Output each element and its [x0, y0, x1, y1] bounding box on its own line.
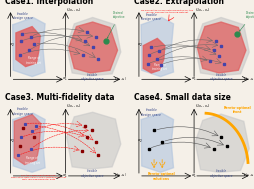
Text: $x_1$: $x_1$	[190, 172, 196, 180]
Text: $f_2(x_1,x_2)$: $f_2(x_1,x_2)$	[114, 75, 127, 83]
Text: feasible
objective space: feasible objective space	[81, 73, 104, 81]
Text: Range of
training set: Range of training set	[25, 156, 39, 165]
Text: Range of
training set: Range of training set	[151, 63, 166, 71]
Polygon shape	[140, 113, 173, 172]
Text: feasible
objective space: feasible objective space	[209, 169, 231, 178]
Text: Pareto-optimal
front: Pareto-optimal front	[223, 106, 250, 114]
Text: $x_2$: $x_2$	[137, 41, 142, 49]
Text: $f_2(x_1,x_2)$: $f_2(x_1,x_2)$	[114, 172, 127, 179]
Text: feasible
design space: feasible design space	[141, 13, 161, 21]
Text: $f_2(x_1,x_2)$: $f_2(x_1,x_2)$	[242, 75, 254, 83]
Text: Case1. Interpolation: Case1. Interpolation	[5, 0, 93, 6]
Text: No guarantee of accurate prediction for the
(x1,x2) beyond the training dataset: No guarantee of accurate prediction for …	[140, 9, 192, 12]
Polygon shape	[14, 115, 41, 165]
Text: For the same input variables,
simulation data often shows systematic offset
with: For the same input variables, simulation…	[11, 175, 66, 180]
Polygon shape	[67, 112, 120, 169]
Polygon shape	[194, 114, 248, 172]
Text: $x_2$: $x_2$	[9, 41, 15, 49]
Polygon shape	[194, 18, 248, 76]
Text: feasible
objective space: feasible objective space	[209, 73, 231, 81]
Text: $x_1$: $x_1$	[62, 172, 68, 180]
Polygon shape	[197, 22, 245, 73]
Text: Desired
objective: Desired objective	[239, 11, 254, 31]
Text: feasible
design space: feasible design space	[13, 12, 33, 20]
Polygon shape	[143, 38, 164, 73]
Text: feasible
design space: feasible design space	[141, 108, 161, 117]
Text: Pareto-optimal
solutions: Pareto-optimal solutions	[147, 172, 175, 180]
Polygon shape	[140, 18, 173, 77]
Text: feasible
design space: feasible design space	[13, 107, 33, 116]
Text: $f_1(x_1,x_2)$: $f_1(x_1,x_2)$	[66, 6, 81, 14]
Text: $x_2$: $x_2$	[137, 138, 142, 145]
Polygon shape	[16, 27, 40, 67]
Text: Case4. Small data size: Case4. Small data size	[133, 93, 230, 102]
Text: $f_2(x_1,x_2)$: $f_2(x_1,x_2)$	[242, 172, 254, 179]
Polygon shape	[13, 18, 45, 77]
Polygon shape	[69, 22, 117, 73]
Text: $f_1(x_1,x_2)$: $f_1(x_1,x_2)$	[66, 103, 81, 110]
Text: feasible
objective space: feasible objective space	[81, 169, 104, 178]
Text: $x_1$: $x_1$	[190, 76, 196, 83]
Text: $f_1(x_1,x_2)$: $f_1(x_1,x_2)$	[194, 103, 209, 110]
Polygon shape	[13, 113, 45, 172]
Text: $x_1$: $x_1$	[62, 76, 68, 83]
Text: $f_1(x_1,x_2)$: $f_1(x_1,x_2)$	[194, 6, 209, 14]
Text: Range of
training set: Range of training set	[26, 56, 41, 65]
Text: Desired
objective: Desired objective	[107, 11, 125, 38]
Text: $x_2$: $x_2$	[9, 138, 15, 145]
Text: Case3. Multi-fidelity data: Case3. Multi-fidelity data	[5, 93, 114, 102]
Text: Case2. Extrapolation: Case2. Extrapolation	[133, 0, 223, 6]
Polygon shape	[67, 18, 120, 76]
